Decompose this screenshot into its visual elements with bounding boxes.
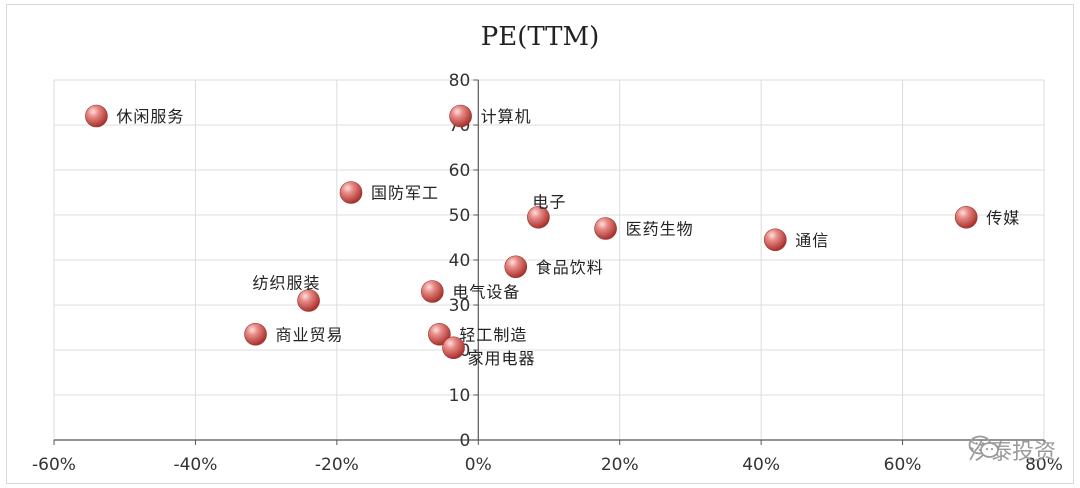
watermark: 汐泰投资 (968, 434, 1056, 466)
data-point (527, 205, 550, 229)
point-label: 休闲服务 (116, 107, 184, 126)
wechat-icon (968, 435, 999, 458)
chart-frame (6, 4, 1074, 484)
point-label: 轻工制造 (459, 325, 527, 344)
data-point (339, 181, 363, 204)
data-point (297, 289, 320, 312)
point-label: 食品饮料 (536, 258, 604, 277)
y-tick-label: 50 (449, 206, 471, 226)
point-label: 传媒 (986, 208, 1020, 227)
x-tick-label: -20% (315, 455, 359, 475)
y-tick-label: 30 (449, 296, 471, 316)
x-tick-label: 80% (1025, 455, 1063, 475)
x-tick-label: -60% (32, 455, 76, 475)
x-tick-label: 60% (884, 455, 922, 475)
point-label: 商业贸易 (276, 325, 344, 344)
x-tick-label: 40% (742, 455, 780, 475)
point-label: 通信 (795, 231, 829, 250)
x-tick-label: 0% (465, 455, 492, 475)
data-point (428, 322, 451, 346)
point-label: 电气设备 (452, 283, 520, 302)
data-point (954, 205, 978, 229)
point-label: 纺织服装 (253, 274, 321, 293)
x-tick-label: -40% (173, 455, 217, 475)
data-point (449, 104, 472, 128)
point-label: 家用电器 (468, 349, 536, 368)
data-point (244, 322, 267, 346)
y-tick-label: 80 (449, 71, 471, 91)
point-label: 计算机 (481, 107, 532, 126)
chart-title: PE(TTM) (480, 22, 600, 52)
point-label: 国防军工 (371, 184, 439, 203)
data-point (421, 280, 444, 303)
y-tick-label: 10 (449, 386, 471, 406)
x-tick-label: 20% (601, 455, 639, 475)
y-tick-label: 40 (449, 251, 471, 271)
data-point (504, 255, 528, 279)
data-point (594, 217, 617, 240)
data-point (85, 104, 108, 128)
y-tick-label: 60 (449, 161, 471, 181)
point-label: 电子 (532, 192, 566, 211)
y-tick-label: 0 (459, 431, 470, 451)
point-label: 医药生物 (626, 220, 694, 239)
data-point (442, 336, 465, 360)
data-point (763, 228, 787, 252)
